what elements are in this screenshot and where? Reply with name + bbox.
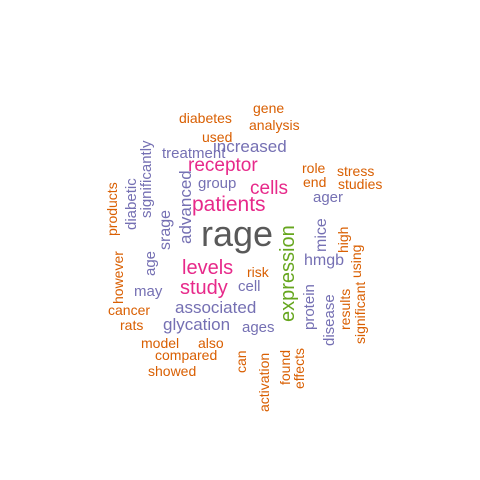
word-hmgb: hmgb: [304, 252, 345, 269]
word-may: may: [134, 283, 163, 300]
word-products: products: [104, 182, 120, 236]
word-levels: levels: [182, 257, 234, 279]
word-mice: mice: [313, 218, 330, 252]
word-associated: associated: [175, 298, 257, 317]
word-ages: ages: [242, 319, 275, 336]
word-expression: expression: [277, 225, 299, 322]
word-group: group: [198, 175, 237, 192]
word-showed: showed: [148, 363, 197, 379]
word-cells: cells: [250, 178, 289, 199]
word-receptor: receptor: [188, 155, 258, 176]
word-study: study: [180, 277, 228, 299]
word-compared: compared: [155, 347, 218, 363]
word-diabetes: diabetes: [179, 110, 232, 126]
word-gene: gene: [253, 100, 285, 116]
word-age: age: [142, 250, 159, 276]
word-glycation: glycation: [163, 315, 231, 334]
word-however: however: [110, 251, 126, 304]
word-diabetic: diabetic: [123, 178, 140, 230]
word-effects: effects: [291, 348, 307, 389]
word-rats: rats: [120, 317, 144, 333]
word-can: can: [233, 350, 249, 373]
word-srage: srage: [157, 209, 174, 250]
word-stress: stress: [337, 163, 375, 179]
word-advanced: advanced: [176, 170, 195, 244]
word-activation: activation: [256, 352, 272, 412]
word-cell: cell: [238, 278, 261, 295]
word-rage: rage: [201, 213, 274, 254]
word-results: results: [337, 288, 353, 330]
word-model: model: [141, 335, 180, 351]
word-also: also: [198, 335, 224, 351]
word-significant: significant: [352, 281, 368, 344]
word-end: end: [303, 174, 327, 190]
word-risk: risk: [247, 264, 269, 280]
word-treatment: treatment: [162, 145, 226, 162]
word-studies: studies: [338, 176, 383, 192]
word-significantly: significantly: [138, 140, 155, 218]
word-analysis: analysis: [249, 117, 300, 133]
word-patients: patients: [192, 193, 266, 216]
word-role: role: [302, 160, 326, 176]
word-increased: increased: [213, 137, 287, 156]
word-using: using: [348, 244, 364, 278]
word-used: used: [202, 129, 233, 145]
word-ager: ager: [313, 189, 344, 206]
word-protein: protein: [301, 284, 318, 330]
word-disease: disease: [321, 294, 338, 346]
word-found: found: [277, 349, 293, 385]
word-cancer: cancer: [108, 302, 151, 318]
